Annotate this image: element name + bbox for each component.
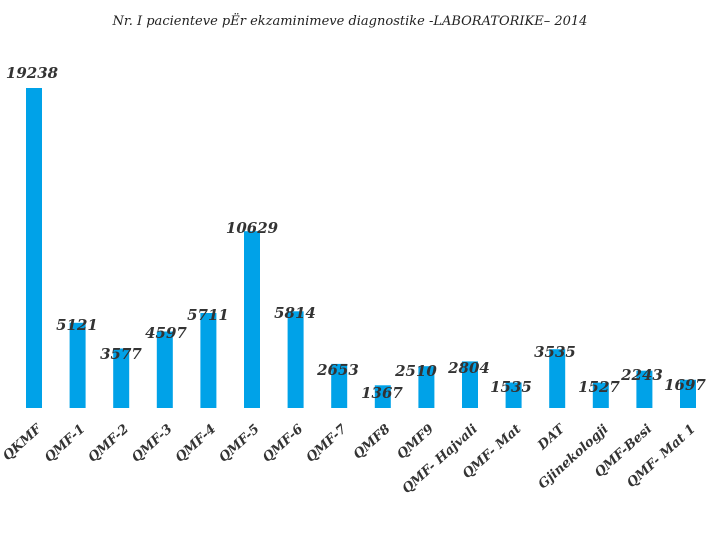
bar-dat xyxy=(549,349,566,408)
data-label: 19238 xyxy=(6,64,59,82)
bar-qmf-mat-1 xyxy=(680,379,696,408)
data-label: 5711 xyxy=(187,306,229,324)
bar-qmf8 xyxy=(374,385,391,408)
bar-qmf-mat xyxy=(505,382,522,408)
data-label: 2653 xyxy=(316,361,359,379)
data-label: 5121 xyxy=(56,316,98,334)
data-label: 3535 xyxy=(534,343,576,361)
x-tick-label: QMF9 xyxy=(394,422,437,463)
x-tick-label: QMF-4 xyxy=(173,422,219,466)
bar-qmf9 xyxy=(418,366,435,408)
bar-qmf-2 xyxy=(113,348,130,408)
bar-qmf-4 xyxy=(200,313,217,408)
x-tick-label: QMF-3 xyxy=(129,422,175,466)
bar-qmf-3 xyxy=(156,331,173,408)
bar-qmf-7 xyxy=(331,363,348,408)
bar-qmf-1 xyxy=(69,322,86,408)
x-tick-label: QMF- Hajvali xyxy=(400,422,481,497)
x-tick-label: DAT xyxy=(535,421,569,454)
bar-qmf-5 xyxy=(244,231,260,408)
x-tick-label: QMF-6 xyxy=(260,422,306,466)
bar-qmf-hajvali xyxy=(462,361,478,408)
x-tick-label: QMF-7 xyxy=(304,422,350,466)
data-label: 1535 xyxy=(490,378,532,396)
data-label: 1697 xyxy=(664,376,706,394)
bar-qkmf xyxy=(26,88,42,408)
bar-qmf-besi xyxy=(636,370,653,408)
data-label: 2804 xyxy=(447,359,490,377)
x-tick-label: QMF-5 xyxy=(216,422,262,466)
bar-gjinekologji xyxy=(592,382,609,408)
data-label: 2243 xyxy=(620,366,663,384)
data-label: 1527 xyxy=(578,378,620,396)
data-label: 1367 xyxy=(361,384,403,402)
bar-qmf-6 xyxy=(287,311,304,408)
data-label: 10629 xyxy=(226,219,279,237)
x-tick-label: QMF8 xyxy=(351,422,394,463)
x-tick-label: QMF-2 xyxy=(86,422,132,466)
x-tick-label: QMF-1 xyxy=(42,422,88,466)
data-label: 2510 xyxy=(394,362,437,380)
data-label: 3577 xyxy=(100,345,142,363)
data-label: 5814 xyxy=(274,304,316,322)
data-label: 4597 xyxy=(145,324,187,342)
chart-title: Nr. I pacienteve pËr ekzaminimeve diagno… xyxy=(112,14,588,29)
x-tick-label: QKMF xyxy=(0,421,45,464)
